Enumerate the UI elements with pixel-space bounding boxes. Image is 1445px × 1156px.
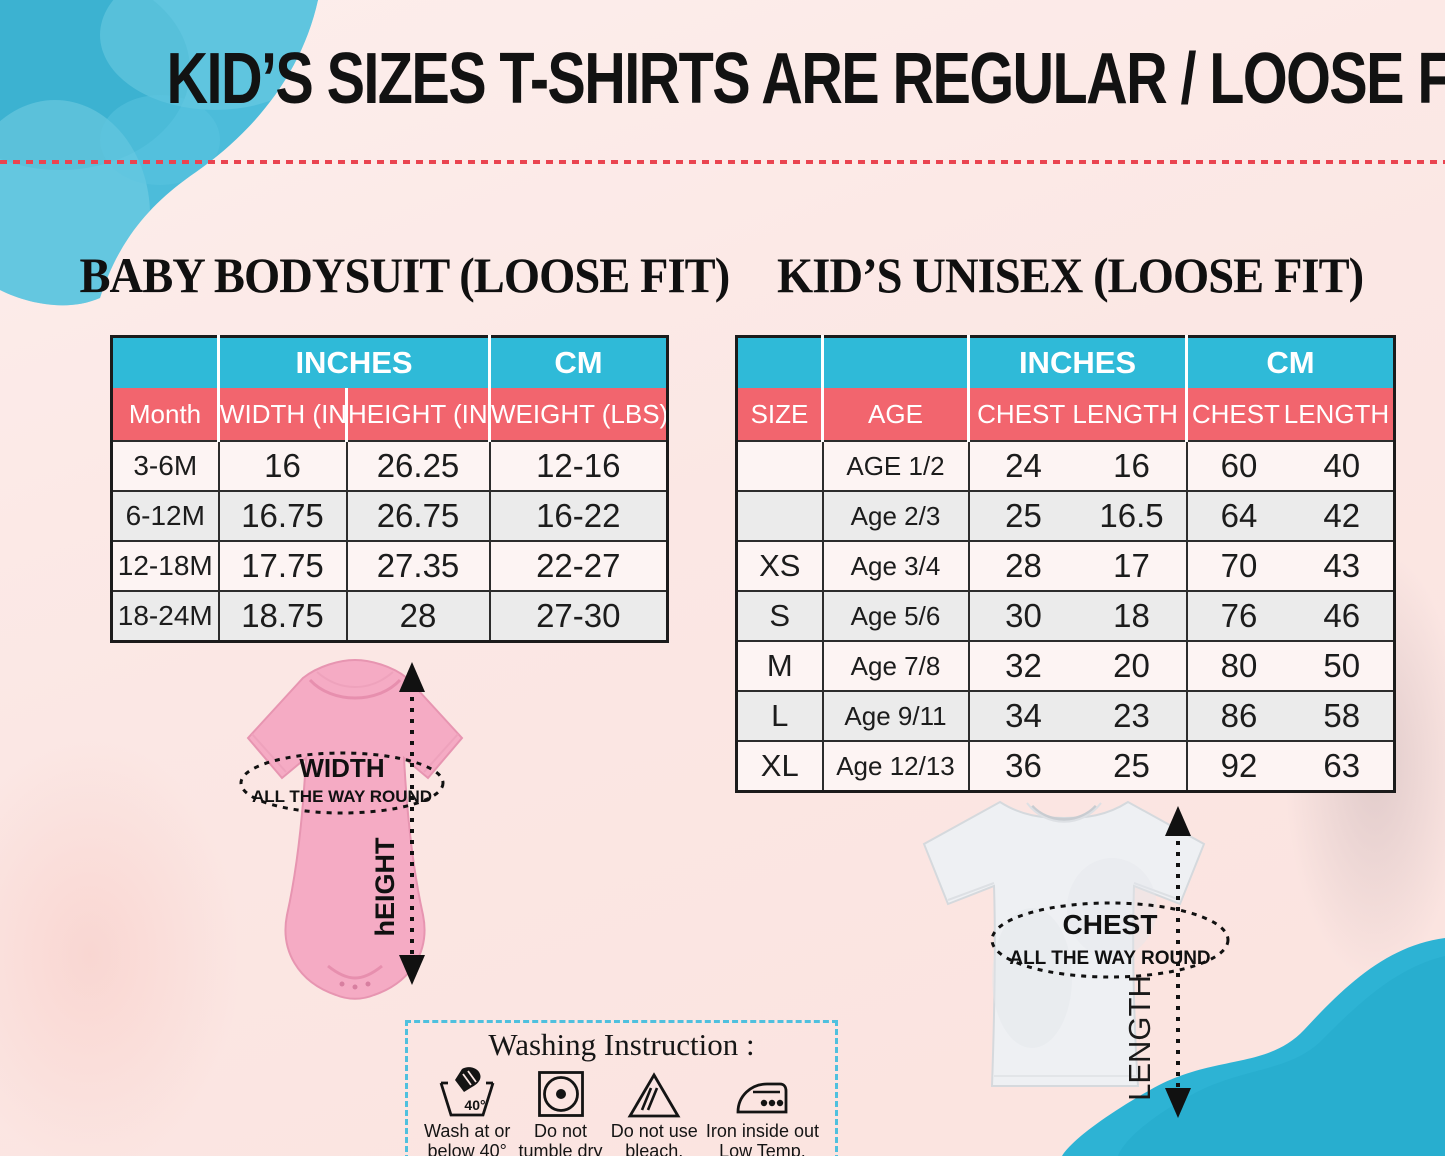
iron-inside-out-icon [737, 1082, 788, 1114]
inches-header: INCHES [966, 336, 1187, 388]
table-row: M Age 7/8 32 20 80 50 [736, 640, 1395, 691]
table-row: L Age 9/11 34 23 86 58 [736, 690, 1395, 741]
col-height-in: HEIGHT (IN) [344, 388, 490, 441]
table-row: AGE 1/2 24 16 60 40 [736, 440, 1395, 491]
teal-watercolor-blob-top-left [0, 0, 318, 306]
col-width-in: WIDTH (IN) [217, 388, 347, 441]
wash-caption: Do not use bleach. [610, 1121, 698, 1156]
svg-text:hEIGHT: hEIGHT [370, 837, 400, 937]
cm-header: CM [488, 336, 668, 388]
kids-unisex-size-table: INCHES CM SIZE AGE CHEST LENGTH CHEST LENG… [735, 335, 1397, 793]
wash-caption: Do not tumble dry [518, 1121, 603, 1156]
col-age: AGE [821, 388, 969, 441]
unit-header-row: INCHES CM [736, 336, 1395, 388]
pink-wash-blob-bottom-left [0, 740, 240, 1156]
svg-text:ALL THE WAY ROUND: ALL THE WAY ROUND [252, 787, 432, 806]
empty-header-cell [111, 336, 219, 388]
col-size: SIZE [736, 388, 823, 441]
svg-text:WIDTH: WIDTH [299, 753, 384, 783]
table-row: 18-24M 18.75 28 27-30 [111, 590, 668, 642]
baby-bodysuit-size-table: INCHES CM Month WIDTH (IN) HEIGHT (IN) W… [110, 335, 670, 643]
table-row: XL Age 12/13 36 25 92 63 [736, 740, 1395, 792]
col-chest-length-in: CHEST LENGTH [966, 388, 1187, 441]
col-weight-lbs: WEIGHT (LBS) [488, 388, 668, 441]
inches-header: INCHES [216, 336, 490, 388]
do-not-tumble-dry-icon [537, 1071, 584, 1117]
height-annotation: hEIGHT [370, 662, 425, 985]
column-header-row: SIZE AGE CHEST LENGTH CHEST LENGTH [736, 388, 1395, 441]
unit-header-row: INCHES CM [111, 336, 668, 388]
washing-instruction-title: Washing Instruction : [488, 1027, 755, 1062]
wash-item-wash-at-40: 40° Wash at or below 40° [424, 1067, 510, 1156]
col-month: Month [111, 388, 219, 441]
table-row: 6-12M 16.75 26.75 16-22 [111, 490, 668, 541]
col-chest-length-cm: CHEST LENGTH [1185, 388, 1395, 441]
svg-text:40°: 40° [465, 1097, 486, 1113]
wash-item-iron-inside-out: Iron inside out Low Temp. [706, 1071, 819, 1156]
table-row: Age 2/3 25 16.5 64 42 [736, 490, 1395, 541]
table-row: S Age 5/6 30 18 76 46 [736, 590, 1395, 641]
teal-wave-blob-bottom-right [1062, 938, 1445, 1156]
washing-instruction-box: Washing Instruction : 40° Wash at or belo… [405, 1020, 838, 1156]
column-header-row: Month WIDTH (IN) HEIGHT (IN) WEIGHT (LBS… [111, 388, 668, 441]
table-row: 12-18M 17.75 27.35 22-27 [111, 540, 668, 591]
wash-caption: Wash at or below 40° [424, 1121, 511, 1156]
do-not-bleach-icon [627, 1072, 681, 1118]
wash-item-do-not-tumble-dry: Do not tumble dry [519, 1069, 603, 1156]
page-title: KID’S SIZES T-SHIRTS ARE REGULAR / LOOSE… [166, 39, 1445, 119]
table-row: XS Age 3/4 28 17 70 43 [736, 540, 1395, 591]
bodysuit-illustration [246, 658, 464, 1000]
baby-table-heading: BABY BODYSUIT (LOOSE FIT) [79, 247, 730, 303]
kids-table-heading: KID’S UNISEX (LOOSE FIT) [776, 247, 1364, 303]
cm-header: CM [1185, 336, 1395, 388]
wash-at-40-icon: 40° [439, 1067, 495, 1117]
empty-header-cell [821, 336, 969, 388]
empty-header-cell [736, 336, 823, 388]
table-row: 3-6M 16 26.25 12-16 [111, 440, 668, 491]
wash-item-do-not-bleach: Do not use bleach. [611, 1071, 698, 1156]
red-dotted-separator [0, 160, 1445, 164]
wash-caption: Iron inside out Low Temp. [705, 1121, 819, 1156]
width-annotation: WIDTH ALL THE WAY ROUND [239, 751, 445, 815]
